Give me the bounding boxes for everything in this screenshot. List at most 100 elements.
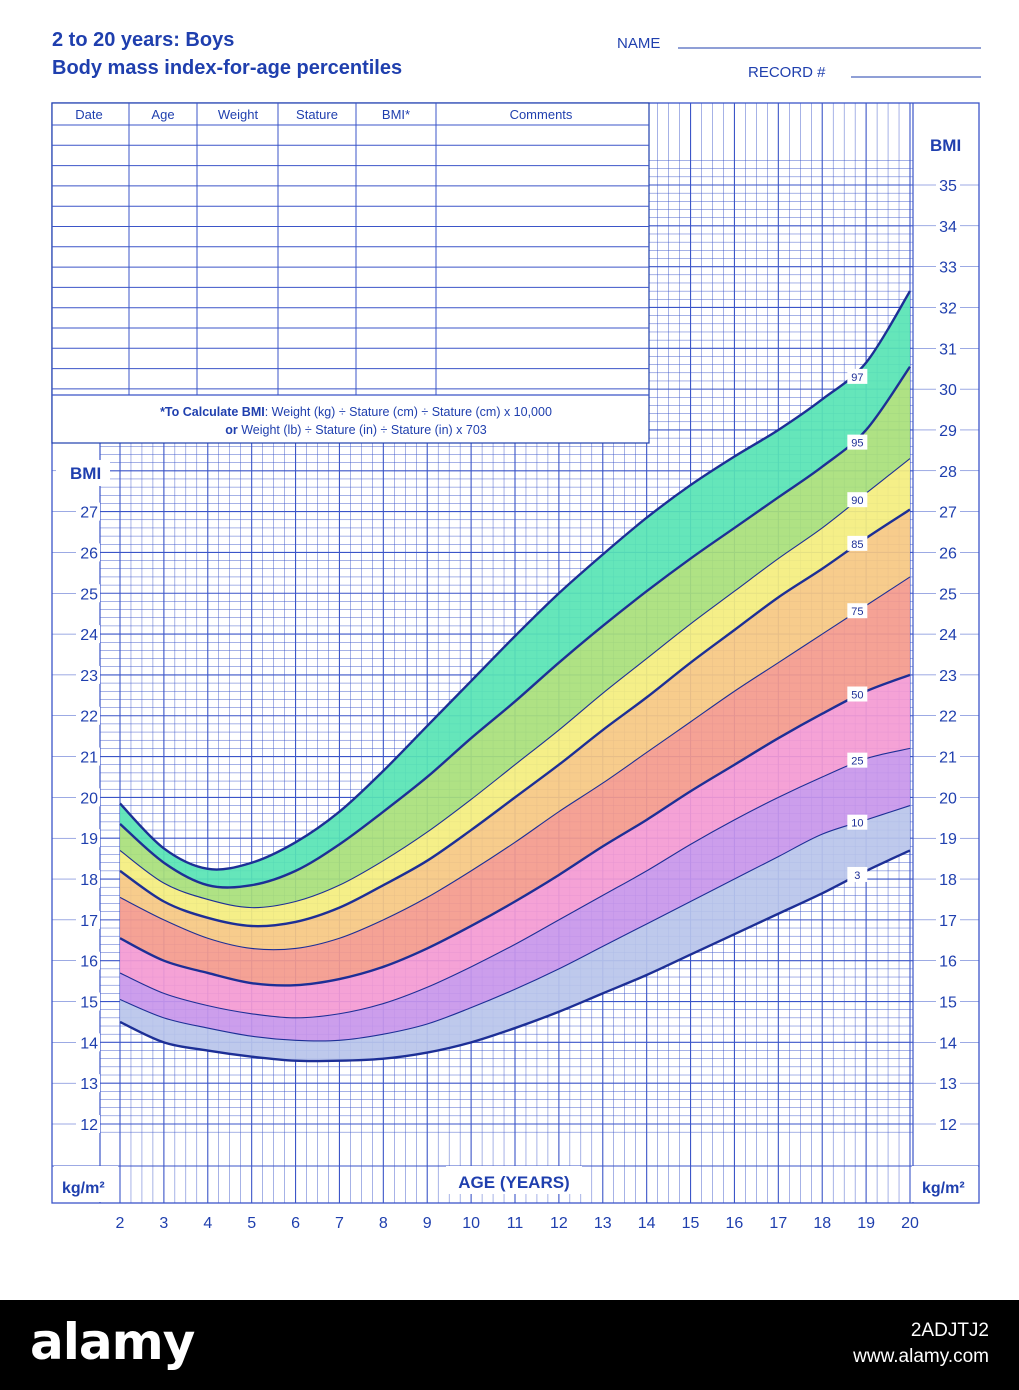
y-tick-left-backdrop <box>76 788 100 807</box>
x-tick: 5 <box>247 1215 256 1232</box>
y-tick-right-backdrop <box>936 176 960 194</box>
y-tick-left: 15 <box>80 995 98 1012</box>
x-tick: 12 <box>550 1215 568 1232</box>
y-tick-left: 20 <box>80 790 98 807</box>
image-id: 2ADJTJ2 <box>910 1320 989 1341</box>
y-tick-left: 24 <box>80 627 98 644</box>
x-tick: 2 <box>116 1215 125 1232</box>
y-tick-right: 26 <box>939 545 957 562</box>
percentile-label-backdrop-75 <box>847 603 868 619</box>
y-tick-right: 21 <box>939 750 957 767</box>
y-tick-left: 12 <box>80 1117 98 1134</box>
y-tick-left-backdrop <box>76 584 100 603</box>
y-tick-right: 17 <box>939 913 957 930</box>
unit-right-backdrop <box>912 1166 978 1202</box>
y-tick-right: 18 <box>939 872 957 889</box>
image-credit: 2ADJTJ2 www.alamy.com <box>853 1318 989 1370</box>
axis-labels: BMI BMI AGE (YEARS) kg/m² kg/m² <box>54 132 978 1202</box>
y-tick-right: 13 <box>939 1076 957 1093</box>
x-tick: 7 <box>335 1215 344 1232</box>
y-tick-left: 26 <box>80 545 98 562</box>
xlabel-backdrop <box>446 1166 582 1194</box>
watermark-footer <box>0 1300 1019 1390</box>
y-tick-left-backdrop <box>76 910 100 929</box>
percentile-label-10: 10 <box>851 818 863 830</box>
formula-line-2-rest: Weight (lb) ÷ Stature (in) ÷ Stature (in… <box>238 423 487 437</box>
percentile-label-backdrop-50 <box>847 686 868 702</box>
bmi-formula-line-2: or Weight (lb) ÷ Stature (in) ÷ Stature … <box>225 423 487 437</box>
y-tick-right: 20 <box>939 790 957 807</box>
x-axis-label: AGE (YEARS) <box>458 1173 569 1192</box>
y-tick-right: 35 <box>939 178 957 195</box>
y-tick-left-backdrop <box>76 665 100 684</box>
percentile-line-90 <box>119 458 911 909</box>
y-tick-left: 22 <box>80 709 98 726</box>
y-tick-left-backdrop <box>76 543 100 562</box>
y-tick-right: 19 <box>939 831 957 848</box>
y-tick-left-backdrop <box>76 829 100 848</box>
x-tick: 14 <box>638 1215 656 1232</box>
percentile-line-75 <box>119 576 911 951</box>
percentile-label-25: 25 <box>851 756 863 768</box>
y-tick-left: 21 <box>80 750 98 767</box>
y-tick-left-backdrop <box>76 706 100 725</box>
y-tick-right-backdrop <box>936 910 960 929</box>
percentile-label-backdrop-3 <box>847 866 868 882</box>
y-tick-right-backdrop <box>936 461 960 480</box>
y-tick-right-backdrop <box>936 665 960 684</box>
percentile-line-97 <box>119 290 912 871</box>
percentile-line-10 <box>119 805 911 1042</box>
x-tick: 6 <box>291 1215 300 1232</box>
y-tick-right-backdrop <box>936 992 960 1011</box>
column-header-bmi: BMI* <box>382 107 410 122</box>
bmi-left-backdrop <box>56 460 110 486</box>
y-tick-left-backdrop <box>76 1033 100 1052</box>
y-tick-right-backdrop <box>936 380 960 399</box>
tick-labels: 1213141516171819202122232425262712131415… <box>76 176 960 1232</box>
bmi-right-backdrop <box>916 132 978 158</box>
y-tick-left-backdrop <box>76 992 100 1011</box>
y-tick-right-backdrop <box>936 747 960 766</box>
percentile-labels: 3 10 25 50 75 85 90 95 97 <box>847 368 868 882</box>
percentile-line-50 <box>119 673 911 987</box>
y-tick-left-backdrop <box>76 747 100 766</box>
y-tick-right-backdrop <box>936 584 960 603</box>
bmi-formula-line-1: *To Calculate BMI: Weight (kg) ÷ Stature… <box>160 405 552 419</box>
y-tick-left: 19 <box>80 831 98 848</box>
y-tick-right-backdrop <box>936 543 960 562</box>
y-tick-left: 13 <box>80 1076 98 1093</box>
record-label: RECORD # <box>748 64 826 81</box>
y-tick-left: 18 <box>80 872 98 889</box>
site-url: www.alamy.com <box>853 1346 989 1367</box>
y-tick-left: 23 <box>80 668 98 685</box>
band-10-25 <box>120 748 910 1041</box>
y-tick-right-backdrop <box>936 298 960 317</box>
record-table-background <box>51 102 650 444</box>
y-tick-right-backdrop <box>936 420 960 439</box>
x-tick: 19 <box>857 1215 875 1232</box>
y-tick-left-backdrop <box>76 870 100 889</box>
y-tick-right: 22 <box>939 709 957 726</box>
y-tick-right-backdrop <box>936 257 960 276</box>
percentile-label-3: 3 <box>854 870 860 882</box>
y-tick-right-backdrop <box>936 788 960 807</box>
x-tick: 15 <box>682 1215 700 1232</box>
title-line-1: 2 to 20 years: Boys <box>52 29 234 51</box>
column-header-date: Date <box>75 107 102 122</box>
y-tick-right: 16 <box>939 954 957 971</box>
bmi-right-label: BMI <box>930 136 961 155</box>
y-tick-right: 14 <box>939 1035 957 1052</box>
percentile-label-97: 97 <box>851 372 863 384</box>
y-tick-right-backdrop <box>936 339 960 358</box>
y-tick-right: 28 <box>939 464 957 481</box>
percentile-label-backdrop-95 <box>847 434 868 450</box>
x-tick: 20 <box>901 1215 919 1232</box>
percentile-line-95 <box>119 365 911 889</box>
x-tick: 9 <box>423 1215 432 1232</box>
percentile-label-backdrop-90 <box>847 492 868 508</box>
y-tick-right: 33 <box>939 260 957 277</box>
formula-line-1-bold: *To Calculate BMI <box>160 405 265 419</box>
y-tick-right-backdrop <box>936 1115 960 1133</box>
band-50-75 <box>120 576 910 986</box>
y-tick-right-backdrop <box>936 625 960 644</box>
